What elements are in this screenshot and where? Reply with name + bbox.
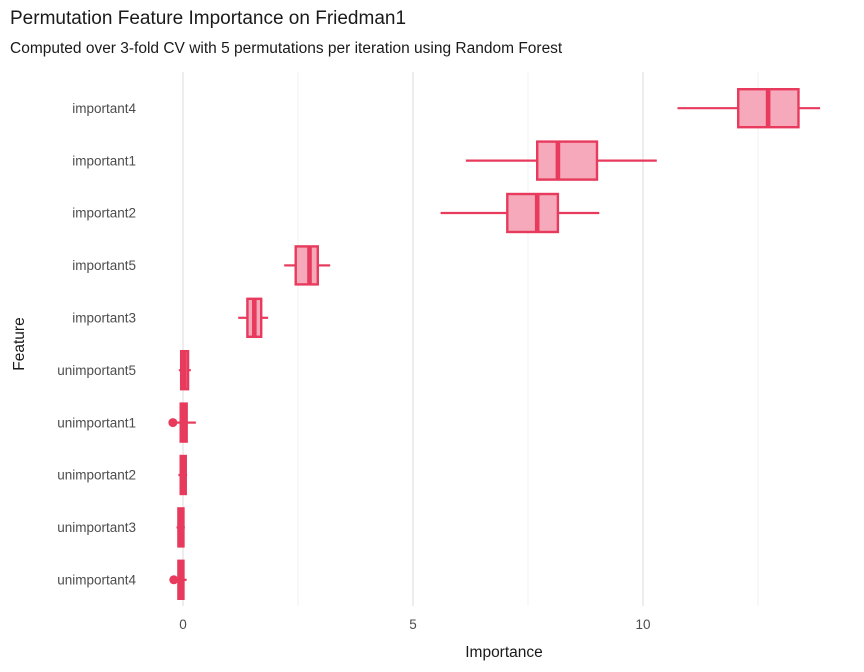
y-axis-title: Feature	[11, 317, 28, 371]
y-tick-label: important3	[72, 311, 136, 326]
outlier-point	[169, 575, 179, 585]
x-tick-label: 10	[635, 617, 650, 632]
x-axis-title: Importance	[465, 644, 543, 661]
x-tick-label: 5	[409, 617, 417, 632]
chart-subtitle: Computed over 3-fold CV with 5 permutati…	[10, 40, 563, 57]
x-tick-label: 0	[179, 617, 187, 632]
chart-title: Permutation Feature Importance on Friedm…	[10, 8, 407, 29]
y-tick-label: important5	[72, 258, 136, 273]
y-tick-label: important1	[72, 153, 136, 168]
box-iqr	[506, 192, 560, 234]
outlier-point	[168, 418, 178, 428]
y-tick-label: unimportant3	[57, 520, 136, 535]
y-tick-label: unimportant4	[57, 573, 136, 588]
y-tick-label: unimportant2	[57, 468, 136, 483]
y-tick-label: unimportant5	[57, 363, 136, 378]
box-iqr	[536, 140, 599, 181]
y-tick-label: important2	[72, 206, 136, 221]
y-tick-label: important4	[72, 101, 136, 116]
y-tick-label: unimportant1	[57, 415, 136, 430]
box-iqr	[294, 245, 319, 286]
